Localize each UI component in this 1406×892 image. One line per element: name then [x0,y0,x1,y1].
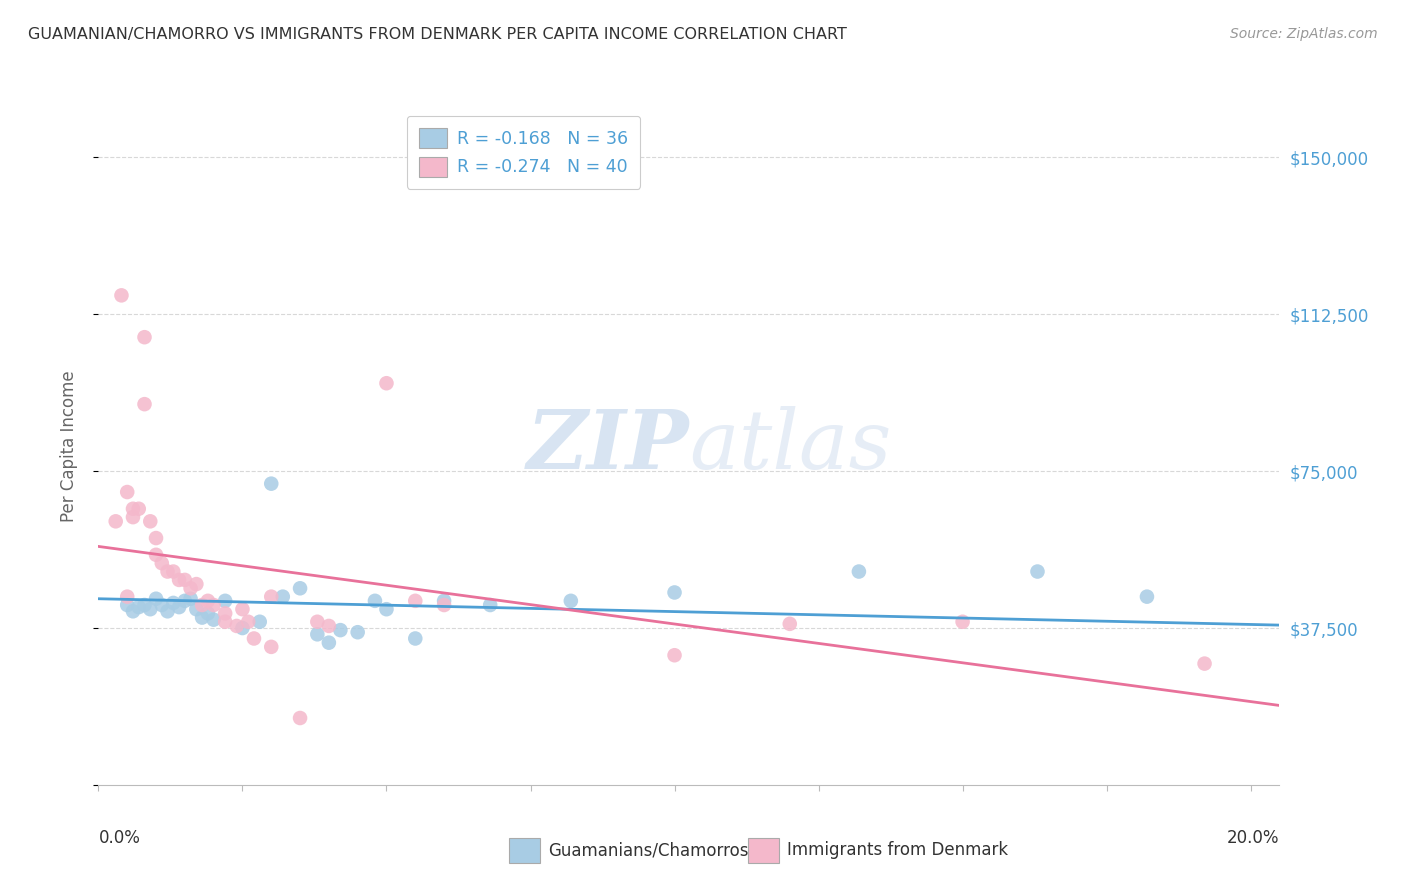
Point [288,711,311,725]
Point [260,590,283,604]
Point [1026,565,1049,579]
Point [404,594,426,608]
Point [173,573,195,587]
Point [145,531,167,545]
Point [197,594,219,608]
Point [122,510,145,524]
Point [128,600,150,615]
Point [664,648,686,663]
Text: Source: ZipAtlas.com: Source: ZipAtlas.com [1230,27,1378,41]
Point [479,598,502,612]
Point [122,604,145,618]
Point [433,598,456,612]
Point [260,640,283,654]
Point [156,604,179,618]
Point [375,376,398,391]
Point [1194,657,1216,671]
Point [150,556,173,570]
Point [173,594,195,608]
Point [271,590,294,604]
Point [134,598,156,612]
Point [214,615,236,629]
Point [1136,590,1159,604]
Point [110,288,132,302]
Text: GUAMANIAN/CHAMORRO VS IMMIGRANTS FROM DENMARK PER CAPITA INCOME CORRELATION CHAR: GUAMANIAN/CHAMORRO VS IMMIGRANTS FROM DE… [28,27,846,42]
Point [329,623,352,637]
Point [186,577,208,591]
Point [191,610,214,624]
Point [243,632,266,646]
Point [115,485,138,500]
Point [433,594,456,608]
Point [249,615,271,629]
Legend: R = -0.168   N = 36, R = -0.274   N = 40: R = -0.168 N = 36, R = -0.274 N = 40 [406,116,640,189]
Point [307,615,329,629]
Point [375,602,398,616]
Point [346,625,368,640]
Point [202,613,225,627]
Point [145,548,167,562]
Point [145,591,167,606]
Point [167,600,190,615]
Point [191,598,214,612]
Point [186,602,208,616]
Point [231,602,253,616]
Text: ZIP: ZIP [526,406,689,486]
Point [225,619,247,633]
Point [115,598,138,612]
Point [122,501,145,516]
Point [404,632,426,646]
Point [180,582,202,596]
Point [162,596,184,610]
Point [104,514,127,528]
Point [134,397,156,411]
Point [139,602,162,616]
Point [560,594,582,608]
Point [134,330,156,344]
Point [664,585,686,599]
Point [952,615,974,629]
Text: 20.0%: 20.0% [1227,829,1279,847]
Point [180,591,202,606]
Point [214,607,236,621]
Point [307,627,329,641]
Point [150,598,173,612]
Point [318,635,340,649]
Y-axis label: Per Capita Income: Per Capita Income [59,370,77,522]
Point [162,565,184,579]
Text: Guamanians/Chamorros: Guamanians/Chamorros [548,841,749,859]
Point [238,615,260,629]
Point [115,590,138,604]
Point [260,476,283,491]
Text: atlas: atlas [689,406,891,486]
Point [318,619,340,633]
Text: 0.0%: 0.0% [98,829,141,847]
Point [214,594,236,608]
Point [848,565,870,579]
Point [779,616,801,631]
Point [197,607,219,621]
Point [202,598,225,612]
Point [231,621,253,635]
Text: Immigrants from Denmark: Immigrants from Denmark [787,841,1008,859]
Point [167,573,190,587]
Point [364,594,387,608]
Point [139,514,162,528]
Point [288,582,311,596]
Point [156,565,179,579]
Point [128,501,150,516]
